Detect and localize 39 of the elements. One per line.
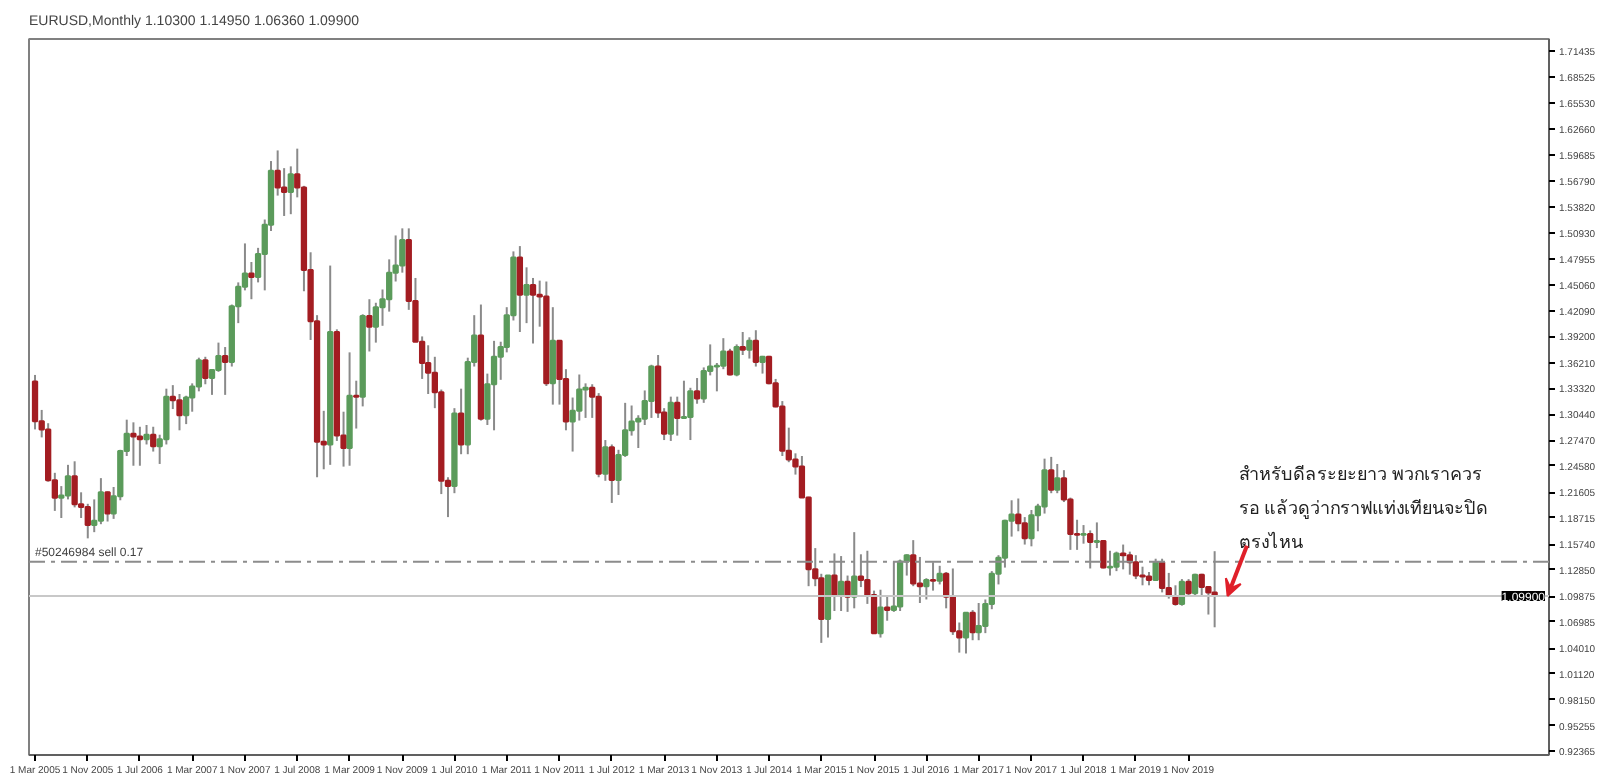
candlestick <box>399 227 406 274</box>
annotation: สำหรับดีลระยะยาว พวกเราควร รอ แล้วดูว่ากราฟแท่งเทียนจะปิด ตรงไหน <box>1238 463 1488 552</box>
candlestick <box>490 339 498 432</box>
candlestick <box>130 421 137 467</box>
candlestick <box>752 329 759 368</box>
candlestick <box>176 392 183 432</box>
candlestick <box>1093 521 1101 550</box>
candlestick <box>693 377 701 405</box>
candlestick <box>366 298 373 353</box>
candlestick <box>1139 565 1146 587</box>
candlestick <box>746 336 753 360</box>
candlestick <box>667 395 674 442</box>
candlestick <box>969 609 976 642</box>
candlestick <box>1054 462 1061 495</box>
candlestick <box>523 266 530 325</box>
candlestick <box>687 386 694 442</box>
candlestick <box>97 477 105 526</box>
candlestick <box>1080 524 1087 545</box>
candlestick <box>529 276 537 345</box>
candlestick <box>353 379 360 430</box>
candlestick <box>248 261 255 301</box>
candlestick <box>202 355 209 386</box>
candlestick <box>516 245 524 333</box>
candlestick <box>962 611 970 655</box>
candlestick <box>975 602 982 642</box>
candlestick <box>602 439 609 482</box>
candlestick <box>1028 509 1035 548</box>
candlestick <box>582 382 589 419</box>
candlestick <box>104 490 111 523</box>
candlestick <box>608 443 615 504</box>
candlestick <box>136 425 144 467</box>
candlestick <box>877 588 884 639</box>
candlestick <box>221 346 229 396</box>
candlestick <box>1048 455 1055 495</box>
candlestick <box>549 306 556 406</box>
candlestick <box>648 363 655 419</box>
candlestick <box>457 387 465 456</box>
candlestick <box>884 594 891 622</box>
candlestick <box>739 330 746 357</box>
